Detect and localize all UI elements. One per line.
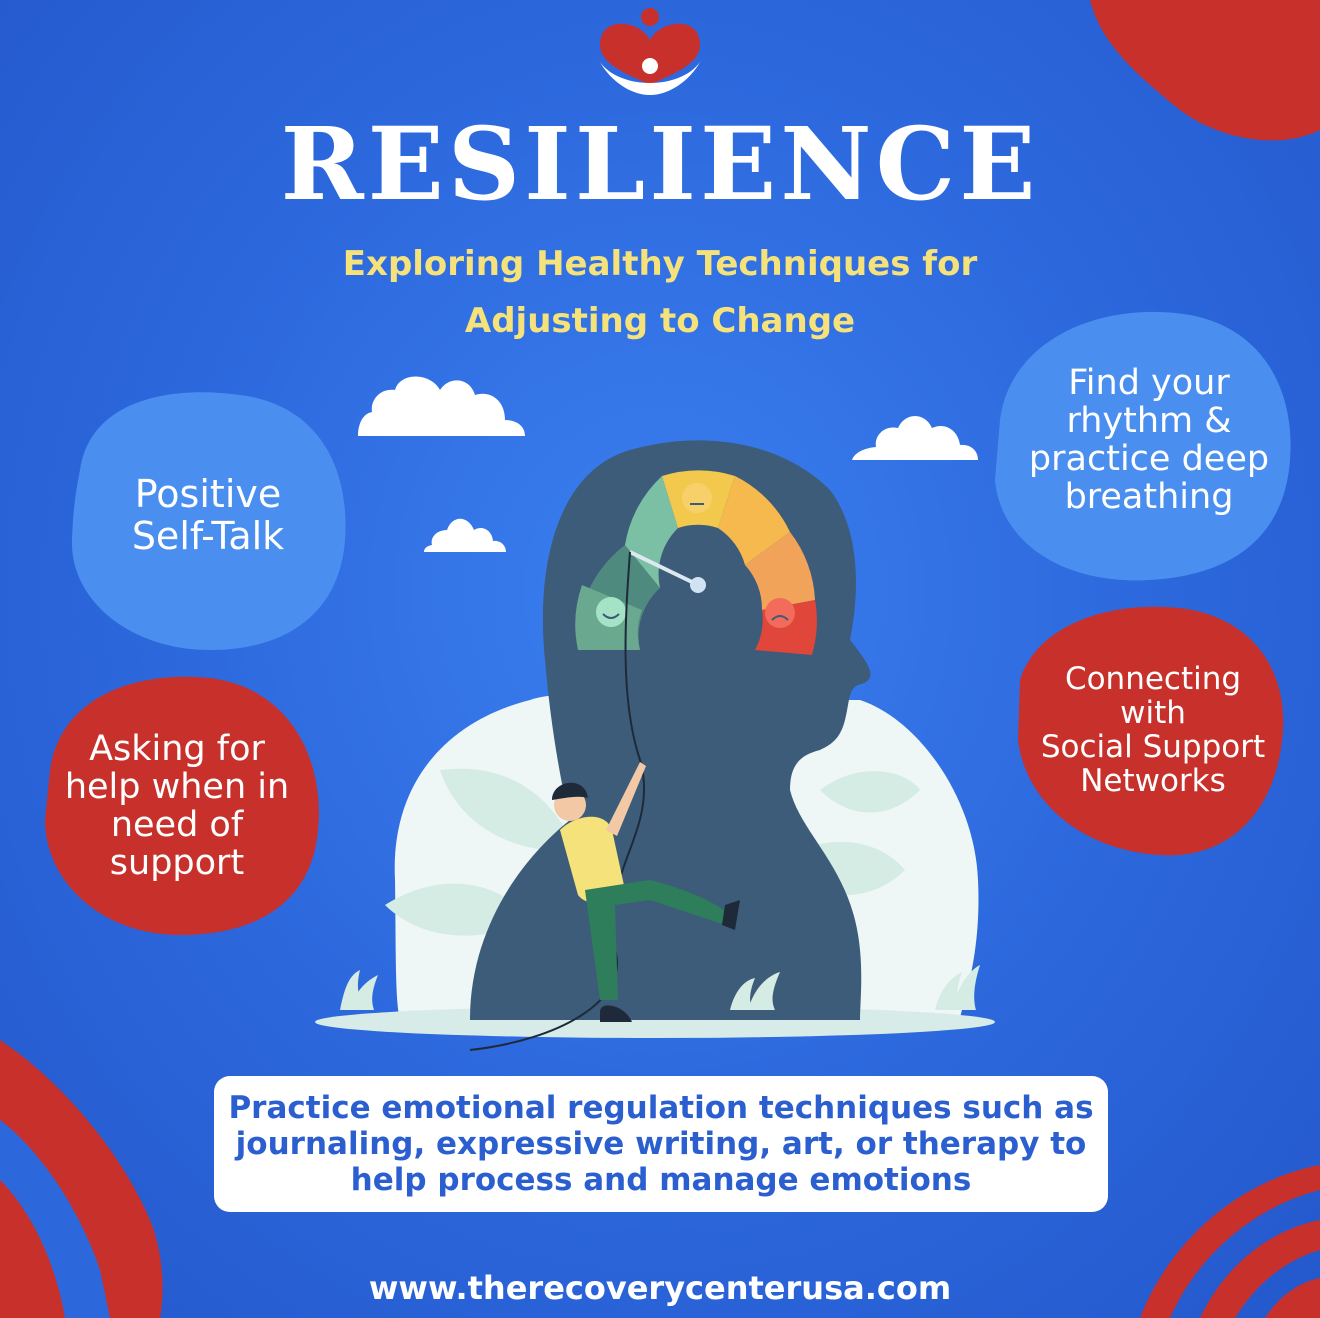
- bubble-line: Social Support: [1040, 729, 1266, 765]
- bubble-bg-connecting: [1018, 606, 1284, 856]
- happy-face-icon: [596, 597, 626, 627]
- subtitle-line-2: Adjusting to Change: [464, 301, 856, 341]
- emotional-regulation-text: Practice emotional regulation techniques…: [226, 1090, 1096, 1198]
- bubble-line: Asking for: [89, 729, 265, 769]
- bubble-line: support: [109, 843, 245, 883]
- rope: [469, 551, 646, 1051]
- bubble-line: Find your: [1068, 363, 1230, 403]
- cloud-icon: [852, 416, 978, 460]
- box-line: Practice emotional regulation techniques…: [228, 1090, 1094, 1126]
- subtitle-line-1: Exploring Healthy Techniques for: [342, 244, 978, 284]
- box-line: help process and manage emotions: [350, 1162, 972, 1198]
- bubble-line: help when in: [64, 767, 290, 807]
- bubble-line: need of: [110, 805, 244, 845]
- bubble-bg-asking-help: [45, 676, 319, 935]
- website-link[interactable]: www.therecoverycenterusa.com: [368, 1269, 952, 1307]
- bubble-line: Networks: [1080, 763, 1226, 799]
- red-swirl-bottom-right-3: [1265, 1278, 1320, 1318]
- bubble-positive-self-talk: Positive Self-Talk: [88, 470, 328, 560]
- box-line: journaling, expressive writing, art, or …: [235, 1126, 1087, 1162]
- bubble-find-rhythm: Find your rhythm & practice deep breathi…: [1008, 360, 1290, 520]
- bubble-bg-find-rhythm: [995, 311, 1291, 581]
- red-shape-bottom-left-core: [0, 1180, 65, 1318]
- bubble-connecting-social-support: Connecting with Social Support Networks: [1022, 660, 1284, 800]
- bubble-line: breathing: [1064, 477, 1234, 517]
- red-blob-top-right: [1090, 0, 1320, 141]
- page-title: RESILIENCE: [280, 105, 1040, 223]
- bubble-line: Positive: [134, 472, 282, 516]
- bubble-line: Self-Talk: [131, 514, 285, 558]
- sad-face-icon: [765, 598, 795, 628]
- bubble-asking-for-help: Asking for help when in need of support: [52, 728, 302, 884]
- red-swirl-bottom-right: [1140, 1165, 1320, 1318]
- heart-person-logo-icon: [600, 8, 700, 95]
- grass-icon: [340, 965, 980, 1010]
- bubble-line: rhythm &: [1066, 401, 1232, 441]
- climbing-person-icon: [552, 762, 740, 1022]
- bubble-bg-positive-self-talk: [71, 392, 346, 650]
- emotional-regulation-box: Practice emotional regulation techniques…: [214, 1076, 1108, 1212]
- red-swirl-bottom-right-2: [1200, 1220, 1320, 1318]
- bubble-line: practice deep: [1028, 439, 1270, 479]
- bubble-line: Connecting: [1064, 661, 1242, 697]
- neutral-face-icon: [682, 483, 712, 513]
- cloud-icon: [424, 518, 506, 552]
- bubble-line: with: [1120, 695, 1186, 731]
- cloud-icon: [358, 376, 525, 436]
